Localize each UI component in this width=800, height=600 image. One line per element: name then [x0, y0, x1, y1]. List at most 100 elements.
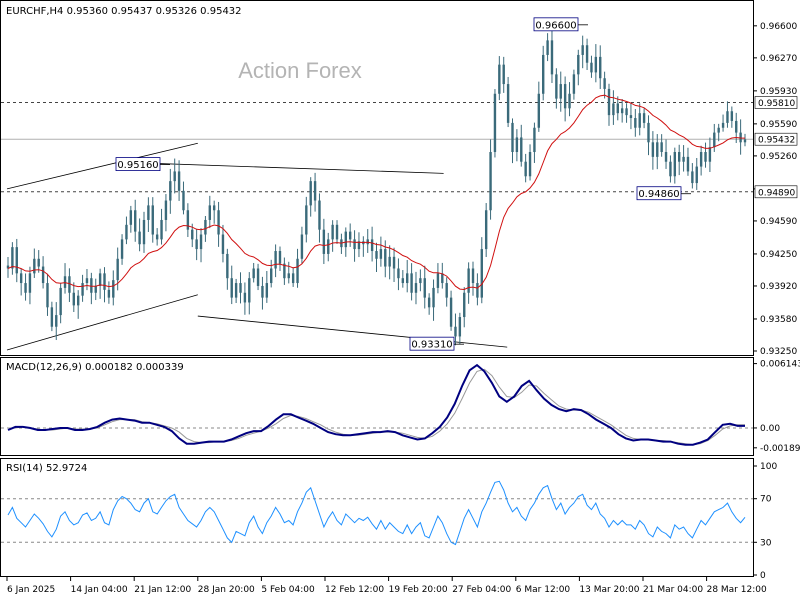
candle: [515, 129, 519, 162]
candle: [103, 267, 106, 303]
candle: [112, 270, 115, 306]
candle: [454, 313, 457, 346]
svg-text:0.94860: 0.94860: [638, 189, 679, 200]
candle: [164, 194, 168, 232]
candle: [458, 312, 462, 345]
candle: [647, 115, 650, 156]
candle: [85, 269, 89, 291]
x-tick-label: 6 Mar 12:00: [516, 585, 571, 595]
candle: [177, 160, 181, 201]
price-annotation: 0.95160: [115, 157, 170, 171]
candle: [506, 76, 510, 128]
candle: [195, 228, 198, 261]
candle: [173, 158, 176, 194]
candle: [484, 203, 488, 258]
candle: [476, 273, 479, 306]
candle: [441, 262, 444, 289]
candle: [252, 262, 255, 283]
rsi-lines: [1, 480, 753, 546]
x-tick-label: 12 Feb 12:00: [325, 585, 384, 595]
rsi-line: [7, 480, 746, 546]
candle: [59, 282, 62, 324]
candle: [379, 236, 383, 267]
candle: [120, 234, 124, 265]
candle: [256, 263, 260, 291]
candle: [283, 257, 286, 285]
candle: [6, 256, 10, 278]
candle: [471, 261, 475, 296]
candle: [208, 195, 211, 229]
candle: [68, 268, 71, 302]
rsi-axis: 100 70 30 0: [753, 462, 777, 581]
y-tick-label: 0.95590: [760, 120, 797, 130]
watermark: Action Forex: [238, 58, 362, 83]
candle: [493, 89, 497, 158]
candle: [467, 262, 470, 304]
y-tick-label: 0.95930: [760, 87, 797, 97]
rsi-tick-label: 70: [760, 495, 772, 505]
candle: [318, 193, 321, 243]
candle: [287, 261, 290, 284]
candle: [419, 269, 422, 292]
candle: [138, 218, 141, 252]
candle: [677, 144, 681, 176]
candle: [616, 96, 619, 121]
rsi-tick-label: 0: [760, 571, 766, 581]
candle: [533, 122, 536, 163]
axis-price-label: 0.94890: [758, 188, 795, 198]
candle: [682, 145, 685, 172]
candle: [90, 272, 93, 305]
candle: [15, 238, 18, 283]
candle: [555, 68, 558, 109]
candle: [625, 103, 628, 123]
axis-price-label: 0.95810: [758, 99, 795, 109]
candle: [423, 265, 426, 309]
svg-text:0.96600: 0.96600: [535, 20, 576, 31]
x-tick-label: 14 Jan 04:00: [71, 585, 128, 595]
candles: [6, 29, 747, 346]
candle: [72, 282, 76, 312]
horizontal-levels: [1, 102, 753, 193]
candle: [155, 228, 159, 246]
candle: [546, 33, 549, 62]
candle: [739, 119, 742, 155]
candle: [743, 133, 747, 147]
candle: [406, 260, 409, 293]
candle: [559, 71, 562, 112]
candle: [445, 277, 448, 307]
candle: [313, 172, 317, 212]
rsi-tick-label: 100: [760, 462, 777, 472]
candle: [370, 226, 374, 262]
macd-tick-label: 0.00: [760, 424, 780, 434]
candle: [33, 248, 36, 278]
candle: [542, 45, 545, 101]
price-annotation: 0.96600: [533, 17, 588, 31]
candle: [322, 218, 326, 265]
candle: [107, 281, 111, 304]
candle: [528, 144, 532, 181]
candle: [46, 273, 49, 316]
y-tick-label: 0.96600: [760, 22, 797, 32]
candle: [357, 232, 361, 258]
y-tick-label: 0.94590: [760, 217, 797, 227]
candle: [291, 267, 295, 287]
trendlines: [6, 142, 508, 351]
candle: [660, 134, 663, 157]
candle: [151, 197, 154, 243]
candle: [212, 200, 216, 224]
candle: [375, 242, 378, 273]
candle: [226, 248, 229, 290]
x-tick-label: 19 Feb 20:00: [389, 585, 448, 595]
candle: [563, 76, 567, 122]
candle: [94, 278, 97, 301]
candle: [480, 237, 483, 304]
macd-tick-label: -0.001896: [760, 444, 800, 454]
candle: [427, 293, 431, 315]
y-tick-label: 0.93580: [760, 315, 797, 325]
candle: [577, 49, 580, 86]
candle: [607, 83, 611, 126]
y-tick-label: 0.94250: [760, 250, 797, 260]
candle: [296, 248, 299, 288]
channel-upper-line: [6, 142, 198, 190]
